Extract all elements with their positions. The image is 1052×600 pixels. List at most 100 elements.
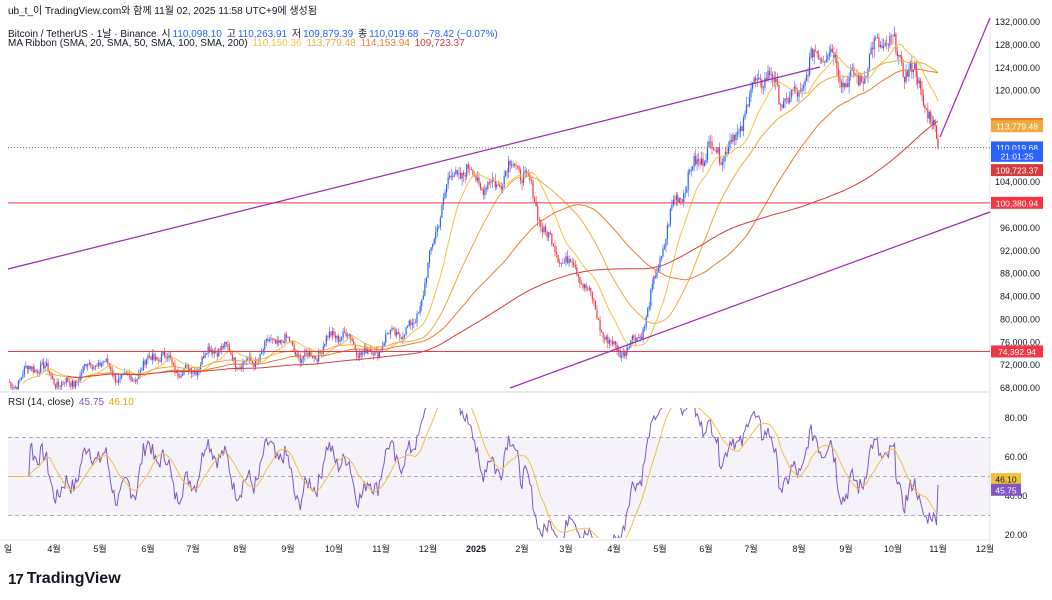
candle-body (830, 48, 832, 53)
candle-body (32, 366, 34, 373)
candle-body (933, 120, 935, 125)
rsi-pane (8, 408, 990, 538)
rsi-ma-line (9, 408, 939, 538)
candle-body (767, 70, 769, 81)
candle-body (54, 384, 57, 388)
candle-body (748, 96, 751, 106)
candle-body (608, 340, 610, 344)
candle-body (427, 262, 429, 278)
price-tick-label: 120,000.00 (995, 86, 1040, 96)
candle-body (268, 339, 271, 342)
candle-body (285, 334, 288, 338)
candle-body (801, 88, 803, 92)
candle-body (394, 328, 396, 336)
price-tick-label: 72,000.00 (1000, 360, 1040, 370)
candle-body (388, 333, 390, 335)
candle-body (529, 175, 531, 181)
candle-body (391, 327, 393, 330)
candle-body (227, 343, 229, 347)
candle-body (174, 364, 176, 373)
candle-body (360, 352, 362, 355)
time-tick-label: 6월 (141, 543, 154, 554)
candle-body (807, 75, 809, 76)
candle-body (57, 381, 60, 386)
candle-body (915, 63, 917, 77)
candle-body (253, 363, 255, 367)
ma100-value: 114,153.94 (360, 38, 410, 49)
candle-body (37, 370, 39, 373)
candle-body (789, 97, 791, 103)
candle-body (147, 355, 149, 360)
candle-body (168, 355, 170, 358)
candle-body (26, 365, 28, 370)
candle-body (899, 55, 901, 57)
candle-body (113, 374, 115, 376)
time-tick-label: 2월 (515, 543, 528, 554)
candle-body (735, 133, 737, 141)
candle-body (506, 171, 508, 173)
candle-body (890, 35, 893, 37)
price-tick-label: 104,000.00 (995, 177, 1040, 187)
price-tick-label: 80,000.00 (1000, 314, 1040, 324)
candle-body (184, 364, 187, 369)
ma200-value: 109,723.37 (414, 38, 465, 49)
candle-body (469, 168, 471, 170)
candle-body (745, 104, 748, 114)
candle-body (219, 349, 221, 351)
candle-body (653, 275, 655, 284)
candle-body (727, 147, 730, 154)
candle-body (690, 169, 692, 171)
candle-body (10, 382, 12, 388)
candle-body (656, 272, 658, 278)
candle-body (637, 337, 640, 339)
rsi-tick-label: 20.00 (1005, 530, 1028, 540)
candle-body (819, 58, 821, 60)
candle-body (433, 239, 435, 245)
candle-body (293, 345, 295, 352)
candle-body (187, 364, 190, 371)
candle-body (279, 340, 281, 343)
candle-body (336, 335, 338, 339)
candle-body (744, 113, 746, 118)
price-tick-label: 84,000.00 (1000, 292, 1040, 302)
candle-body (597, 318, 600, 321)
candle-body (833, 51, 835, 59)
candle-body (327, 336, 329, 338)
candle-body (461, 172, 463, 179)
candle-body (881, 45, 883, 49)
candle-body (20, 377, 22, 380)
candle-body (678, 198, 680, 202)
candle-body (40, 364, 42, 373)
candle-body (97, 362, 100, 366)
tradingview-logo-text: TradingView (26, 570, 121, 587)
candle-body (677, 195, 679, 202)
candle-body (859, 75, 861, 86)
candle-body (532, 180, 534, 198)
candle-body (73, 380, 75, 387)
candle-body (347, 335, 349, 337)
candle-body (445, 184, 448, 192)
candle-body (470, 168, 472, 170)
upper-trendline (7, 66, 821, 270)
candle-body (709, 141, 712, 143)
candle-body (311, 356, 314, 358)
candle-body (914, 63, 916, 70)
candle-body (172, 362, 175, 365)
candle-body (862, 81, 864, 84)
rsi-label[interactable]: RSI (14, close) (8, 397, 75, 408)
candle-body (351, 339, 353, 342)
time-tick-label: 12월 (976, 543, 994, 554)
candle-body (659, 258, 661, 268)
candle-body (619, 350, 621, 358)
candle-body (19, 379, 21, 381)
candle-body (74, 381, 77, 387)
candle-body (141, 370, 143, 372)
candle-body (773, 78, 775, 82)
price-tick-label: 76,000.00 (1000, 337, 1040, 347)
candle-body (281, 340, 283, 342)
symbol-label[interactable]: Bitcoin / TetherUS · 1날 · Binance (8, 29, 157, 40)
candle-body (741, 126, 743, 132)
candle-body (218, 349, 220, 357)
ma-ribbon-label[interactable]: MA Ribbon (SMA, 20, SMA, 50, SMA, 100, S… (8, 38, 248, 49)
